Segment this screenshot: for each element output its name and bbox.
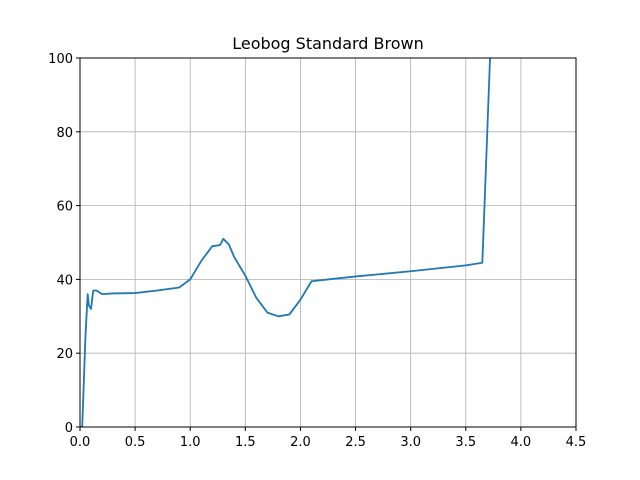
x-tick-label: 3.0 xyxy=(400,435,421,450)
y-tick-label: 0 xyxy=(65,421,73,436)
x-tick-label: 2.0 xyxy=(290,435,311,450)
plot-frame xyxy=(79,57,577,428)
y-tick-label: 100 xyxy=(48,52,73,67)
data-line xyxy=(80,58,491,427)
chart-title: Leobog Standard Brown xyxy=(232,34,424,53)
y-tick-label: 20 xyxy=(56,347,73,362)
x-tick-label: 0.0 xyxy=(70,435,91,450)
x-tick-label: 1.0 xyxy=(180,435,201,450)
x-tick-label: 3.5 xyxy=(455,435,476,450)
x-tick-label: 4.0 xyxy=(511,435,532,450)
x-tick-label: 0.5 xyxy=(125,435,146,450)
y-tick-label: 80 xyxy=(56,126,73,141)
y-tick-label: 60 xyxy=(56,200,73,215)
y-tick-label: 40 xyxy=(56,273,73,288)
x-tick-label: 1.5 xyxy=(235,435,256,450)
x-tick-label: 4.5 xyxy=(566,435,587,450)
x-tick-label: 2.5 xyxy=(345,435,366,450)
